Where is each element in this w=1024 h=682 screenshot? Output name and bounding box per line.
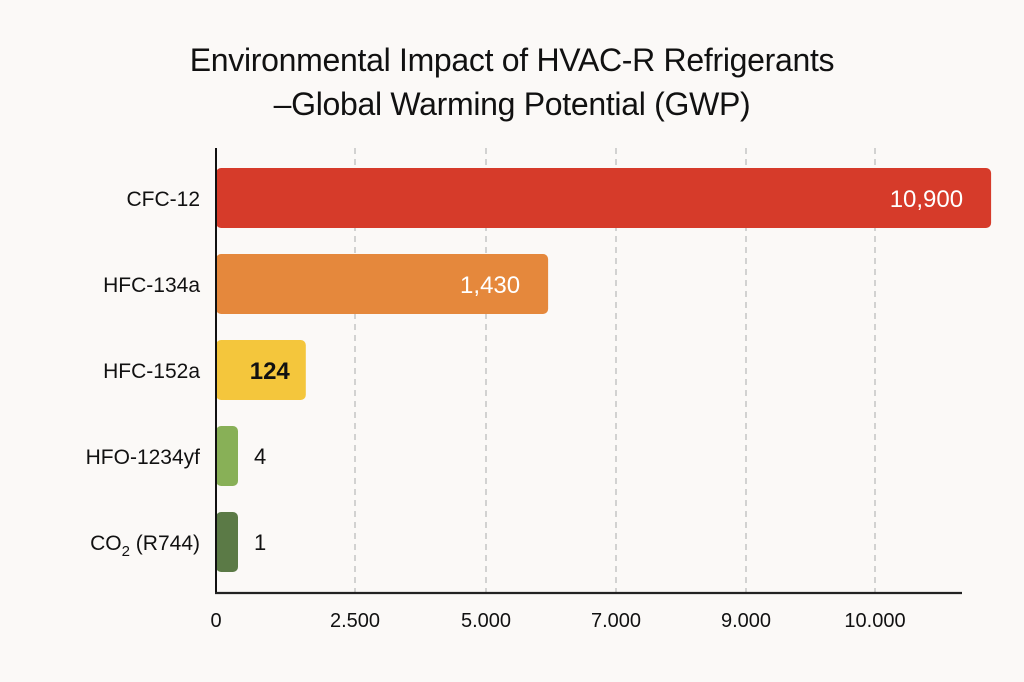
x-tick-label: 5.000 xyxy=(461,610,511,632)
value-label: 1 xyxy=(254,530,266,555)
value-label: 1,430 xyxy=(460,272,520,299)
category-label: CO2 (R744) xyxy=(90,532,200,560)
chart-title: Environmental Impact of HVAC-R Refrigera… xyxy=(0,38,1024,126)
x-tick-label: 0 xyxy=(210,610,221,632)
bar-4 xyxy=(216,512,238,572)
category-label: HFC-134a xyxy=(103,274,200,297)
x-tick-label: 10.000 xyxy=(844,610,905,632)
bar-3 xyxy=(216,426,238,486)
x-tick-label: 9.000 xyxy=(721,610,771,632)
x-tick-label: 7.000 xyxy=(591,610,641,632)
bar-0 xyxy=(216,168,992,228)
x-tick-label: 2.500 xyxy=(330,610,380,632)
bar-2 xyxy=(216,340,306,400)
bar-1 xyxy=(216,254,549,314)
value-label: 124 xyxy=(250,358,291,385)
category-label: CFC-12 xyxy=(126,188,200,211)
chart-title-line2: –Global Warming Potential (GWP) xyxy=(273,86,751,122)
value-label: 10,900 xyxy=(890,186,963,213)
category-label: HFC-152a xyxy=(103,360,200,383)
chart-title-line1: Environmental Impact of HVAC-R Refrigera… xyxy=(189,42,835,78)
category-label: HFO-1234yf xyxy=(86,446,201,469)
value-label: 4 xyxy=(254,444,266,469)
